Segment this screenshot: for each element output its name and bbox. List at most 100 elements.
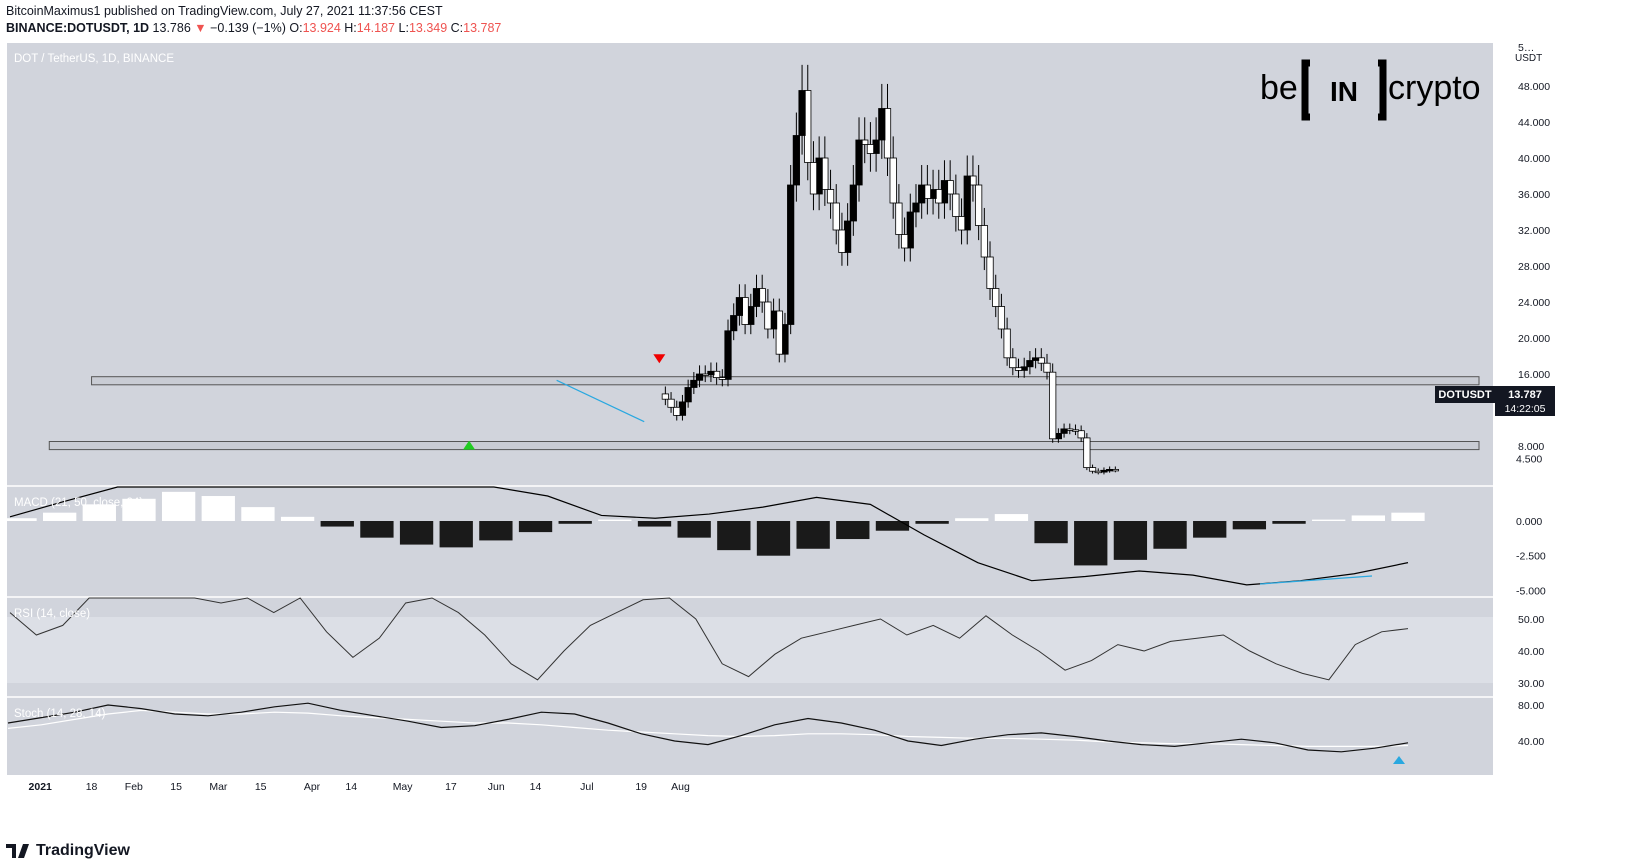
publish-info: BitcoinMaximus1 published on TradingView… (6, 4, 443, 18)
time-tick: Mar (209, 781, 228, 793)
candle-body (1060, 428, 1068, 434)
macd-histogram-bar (43, 512, 77, 521)
low-value: 13.349 (408, 21, 448, 35)
candle-body (1077, 430, 1085, 439)
candle-body (730, 315, 738, 332)
rsi-title: RSI (14, close) (14, 608, 90, 620)
candle-body (952, 193, 960, 217)
macd-histogram-bar (875, 521, 910, 531)
candle-body (900, 234, 909, 249)
macd-histogram-bar (1193, 521, 1227, 538)
candle-body (986, 256, 994, 289)
time-tick: 2021 (29, 781, 53, 793)
candle-body (1088, 467, 1097, 472)
time-tick: May (393, 781, 414, 793)
candle-body (957, 216, 966, 231)
close-label: C: (450, 21, 464, 35)
candle-body (849, 184, 857, 222)
candle-body (735, 297, 744, 316)
macd-divergence-line (1259, 575, 1373, 585)
candle-body (673, 406, 681, 416)
markers (463, 354, 666, 450)
candle-body (684, 387, 692, 403)
candle-body (906, 211, 914, 249)
macd-histogram-bar (1351, 515, 1385, 521)
price-tick: 16.000 (1518, 369, 1550, 381)
time-tick: 15 (170, 781, 182, 793)
macd-line (9, 486, 1409, 586)
macd-histogram-bar (717, 521, 751, 551)
symbol-label: BINANCE:DOTUSDT, 1D (6, 21, 150, 35)
macd-histogram-bar (598, 519, 632, 521)
macd-histogram-bar (1034, 521, 1068, 544)
price-tick: 36.000 (1518, 189, 1550, 201)
macd-histogram-bar (677, 521, 711, 538)
candle-body (661, 393, 669, 400)
tradingview-logo[interactable]: TradingView (6, 842, 130, 860)
candle-body (1003, 328, 1011, 359)
last-price: 13.786 (152, 21, 191, 35)
candle-body (787, 184, 795, 325)
stoch-axis-ticks: 80.00 40.00 (1518, 700, 1544, 748)
macd-tick: 0.000 (1516, 516, 1542, 528)
macd-title: MACD (21, 50, close, 24) (14, 497, 143, 509)
candle-body (690, 379, 698, 388)
macd-histogram-bar (637, 521, 672, 527)
rsi-tick: 30.00 (1518, 678, 1544, 690)
high-value: 14.187 (356, 21, 396, 35)
candle-body (667, 398, 675, 408)
unit-label: USDT (1515, 53, 1542, 64)
rsi-indicator (9, 597, 1409, 681)
candle-body (775, 310, 783, 355)
macd-histogram-bar (994, 514, 1029, 521)
candle-body (792, 135, 800, 186)
macd-histogram-bar (1153, 521, 1187, 549)
time-axis (7, 775, 1493, 795)
macd-histogram-bar (82, 504, 116, 521)
macd-histogram-bar (1272, 521, 1306, 524)
stoch-k-line (7, 702, 1409, 753)
candle-body (707, 370, 715, 376)
price-change: −0.139 (−1%) (210, 21, 286, 35)
open-label: O: (289, 21, 303, 35)
macd-histogram-bar (122, 498, 156, 521)
macd-axis-ticks: 4.500 0.000 -2.500 -5.000 (1516, 454, 1546, 598)
macd-histogram-bar (915, 521, 949, 524)
macd-histogram-bar (320, 521, 354, 527)
macd-histogram-bar (479, 521, 513, 541)
candle-body (1043, 362, 1051, 373)
candle-body (1009, 357, 1017, 369)
candle-body (889, 157, 897, 204)
ohlc-legend: BINANCE:DOTUSDT, 1D 13.786 ▼ −0.139 (−1%… (6, 21, 501, 35)
macd-histogram-bar (161, 491, 196, 521)
macd-histogram-bar (360, 521, 394, 538)
macd-indicator (3, 486, 1425, 586)
candle-body (1014, 367, 1023, 371)
open-value: 13.924 (302, 21, 341, 35)
countdown-tag: 14:22:05 (1505, 403, 1546, 415)
time-tick: 14 (345, 781, 357, 793)
candle-body (855, 139, 863, 186)
price-tick: 8.000 (1518, 441, 1544, 453)
price-tick: 5… (1518, 42, 1534, 54)
price-tick: 40.000 (1518, 153, 1550, 165)
macd-histogram-bar (399, 521, 434, 545)
stoch-indicator (7, 702, 1409, 764)
time-tick: 15 (255, 781, 267, 793)
macd-histogram-bar (1232, 521, 1267, 530)
candle-body (1094, 470, 1102, 474)
logo-in: IN (1330, 76, 1358, 107)
candle-body (798, 90, 806, 136)
price-tick: 48.000 (1518, 81, 1550, 93)
macd-histogram-bar (756, 521, 791, 556)
candle-body (695, 373, 704, 381)
time-tick: 19 (635, 781, 647, 793)
time-tick: Aug (671, 781, 690, 793)
logo-crypto: crypto (1388, 69, 1481, 107)
rsi-line (9, 597, 1409, 681)
candle-body (826, 189, 835, 204)
candle-body (718, 377, 726, 380)
descending-support-line (556, 379, 645, 423)
symbol-tag: DOTUSDT (1438, 389, 1491, 401)
